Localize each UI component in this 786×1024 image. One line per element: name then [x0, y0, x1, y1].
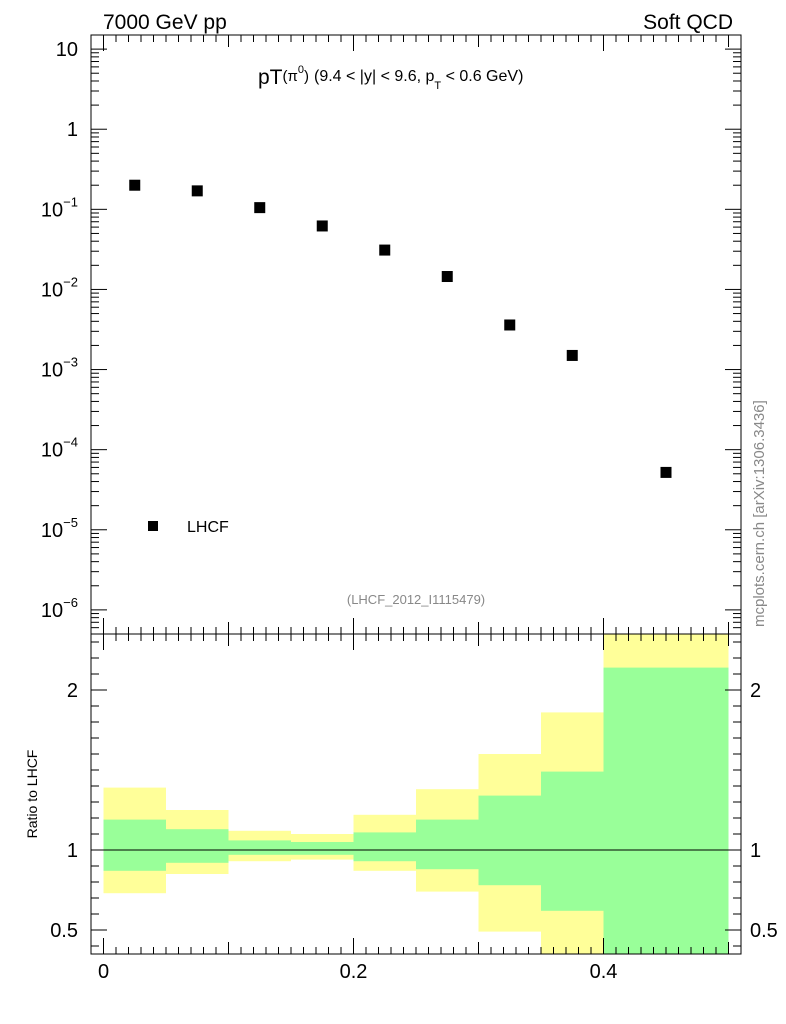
data-point — [254, 202, 266, 214]
y-tick-label: 10−3 — [41, 355, 78, 382]
y-tick-base: 10 — [41, 440, 63, 462]
uncertainty-band-inner — [166, 829, 229, 863]
ratio-plot-frame — [90, 633, 742, 955]
y-tick-label: 10 — [56, 39, 78, 61]
y-tick-base: 10 — [41, 279, 63, 301]
x-tick-label: 0.4 — [590, 961, 618, 983]
uncertainty-band-inner — [228, 840, 291, 855]
uncertainty-band-inner — [603, 667, 729, 954]
legend-marker — [148, 521, 158, 531]
y-tick-label: 10−1 — [41, 194, 78, 221]
ratio-y-tick-label: 0.5 — [50, 920, 78, 942]
data-point — [379, 244, 391, 256]
y-tick-exponent: −1 — [63, 194, 78, 209]
analysis-watermark: (LHCF_2012_I1115479) — [347, 592, 485, 607]
energy-label: 7000 GeV pp — [103, 11, 227, 34]
y-tick-label: 10−6 — [41, 595, 78, 622]
title-cuts-b: < 0.6 GeV) — [441, 68, 523, 85]
ratio-axis-label: Ratio to LHCF — [24, 750, 40, 839]
uncertainty-band-inner — [478, 795, 541, 886]
ratio-axis-ticks: 0 0.2 0.4 2 2 1 1 0.5 0.5 — [50, 634, 778, 983]
ratio-y-tick-label-right: 2 — [750, 680, 761, 702]
data-point — [504, 319, 516, 331]
data-point — [129, 179, 141, 191]
process-label: Soft QCD — [643, 11, 733, 34]
main-plot-frame — [90, 34, 742, 635]
plot-title: pT(π0) (9.4 < |y| < 9.6, pT < 0.6 GeV) — [258, 64, 523, 92]
y-tick-exponent: −5 — [63, 515, 78, 530]
uncertainty-band-inner — [416, 819, 479, 870]
source-label: mcplots.cern.ch [arXiv:1306.3436] — [751, 400, 768, 627]
y-tick-label: 1 — [67, 119, 78, 141]
y-tick-exponent: −4 — [63, 435, 78, 450]
data-markers — [129, 179, 672, 478]
uncertainty-band-inner — [353, 832, 416, 862]
y-tick-exponent: −6 — [63, 595, 78, 610]
title-cuts-a: (9.4 < |y| < 9.6, p — [314, 68, 434, 85]
y-tick-label: 10−5 — [41, 515, 78, 542]
y-tick-label: 10−2 — [41, 274, 78, 301]
data-point — [191, 185, 203, 197]
ratio-y-tick-label: 1 — [67, 840, 78, 862]
title-particle-close: ) — [304, 68, 309, 85]
ratio-y-tick-label: 2 — [67, 680, 78, 702]
y-tick-label: 10−4 — [41, 435, 78, 462]
ratio-y-tick-label-right: 0.5 — [750, 920, 778, 942]
uncertainty-band-inner — [103, 819, 166, 871]
y-tick-base: 10 — [41, 199, 63, 221]
data-point — [316, 220, 328, 232]
ratio-y-tick-label-right: 1 — [750, 840, 761, 862]
data-point — [441, 271, 453, 283]
x-tick-label: 0.2 — [340, 961, 368, 983]
uncertainty-band-inner — [291, 842, 354, 855]
title-particle: (π — [283, 68, 298, 85]
y-tick-base: 10 — [41, 600, 63, 622]
data-point — [566, 349, 578, 361]
y-tick-base: 10 — [41, 360, 63, 382]
title-particle-sup: 0 — [298, 64, 304, 76]
y-tick-exponent: −2 — [63, 274, 78, 289]
data-point — [660, 466, 672, 478]
title-main: pT — [258, 66, 283, 89]
x-tick-label: 0 — [98, 961, 109, 983]
y-tick-exponent: −3 — [63, 355, 78, 370]
y-tick-base: 10 — [41, 520, 63, 542]
uncertainty-band-inner — [541, 771, 604, 911]
ratio-bands — [91, 634, 741, 954]
legend-label: LHCF — [187, 519, 229, 536]
title-cuts-sub: T — [434, 80, 441, 92]
